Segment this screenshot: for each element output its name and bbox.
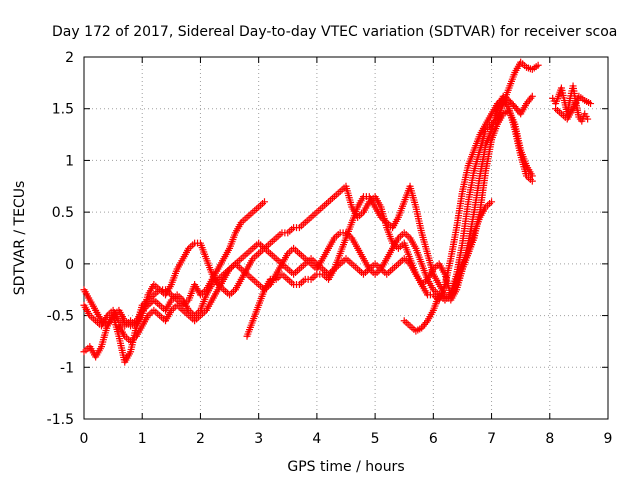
series-arc-5 — [243, 92, 536, 340]
y-tick-labels: -1.5 -1 -0.5 0 0.5 1 1.5 2 — [47, 50, 74, 428]
y-tick-label: 1.5 — [52, 102, 74, 118]
series-arc-8 — [552, 92, 595, 123]
x-tick-label: 5 — [371, 431, 380, 447]
x-tick-label: 4 — [312, 431, 321, 447]
data-point — [587, 100, 595, 108]
data-marks — [80, 58, 595, 366]
data-point — [584, 115, 592, 123]
x-tick-label: 2 — [196, 431, 205, 447]
y-tick-label: -1 — [60, 360, 74, 376]
series-arc-3 — [80, 94, 536, 330]
data-point — [260, 198, 268, 206]
x-tick-label: 1 — [138, 431, 147, 447]
data-point — [528, 92, 536, 100]
y-tick-label: 0 — [65, 257, 74, 273]
x-tick-label: 0 — [80, 431, 89, 447]
data-point — [534, 61, 542, 69]
plot-frame — [83, 56, 609, 420]
x-tick-label: 3 — [254, 431, 263, 447]
data-point — [488, 198, 496, 206]
x-tick-label: 6 — [429, 431, 438, 447]
y-tick-label: 1 — [65, 153, 74, 169]
grid-lines — [84, 57, 608, 419]
y-axis-label: SDTVAR / TECUs — [12, 181, 28, 296]
y-tick-label: 0.5 — [52, 205, 74, 221]
data-point — [528, 172, 536, 180]
chart-title: Day 172 of 2017, Sidereal Day-to-day VTE… — [52, 24, 617, 40]
x-tick-labels: 0 1 2 3 4 5 6 7 8 9 — [80, 431, 613, 447]
y-tick-label: 2 — [65, 50, 74, 66]
y-tick-label: -0.5 — [47, 309, 74, 325]
x-tick-label: 7 — [487, 431, 496, 447]
x-tick-label: 9 — [604, 431, 613, 447]
series-arc-6 — [400, 107, 536, 335]
y-tick-label: -1.5 — [47, 412, 74, 428]
axis-ticks — [83, 56, 609, 420]
x-tick-label: 8 — [545, 431, 554, 447]
x-axis-label: GPS time / hours — [287, 459, 404, 475]
